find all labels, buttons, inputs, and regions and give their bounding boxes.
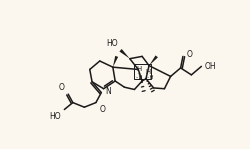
Polygon shape xyxy=(112,56,118,67)
Text: HO: HO xyxy=(50,112,61,121)
Text: O: O xyxy=(186,50,192,59)
Text: HO: HO xyxy=(106,39,117,48)
Text: ··H: ··H xyxy=(146,75,153,80)
Text: H: H xyxy=(144,69,150,75)
Polygon shape xyxy=(148,55,157,66)
Text: O: O xyxy=(99,105,105,114)
Text: O: O xyxy=(58,83,64,92)
Text: N: N xyxy=(105,87,110,96)
Text: H: H xyxy=(136,66,141,72)
Text: OH: OH xyxy=(204,62,215,71)
Polygon shape xyxy=(119,49,129,59)
Text: ··H: ··H xyxy=(135,75,142,80)
